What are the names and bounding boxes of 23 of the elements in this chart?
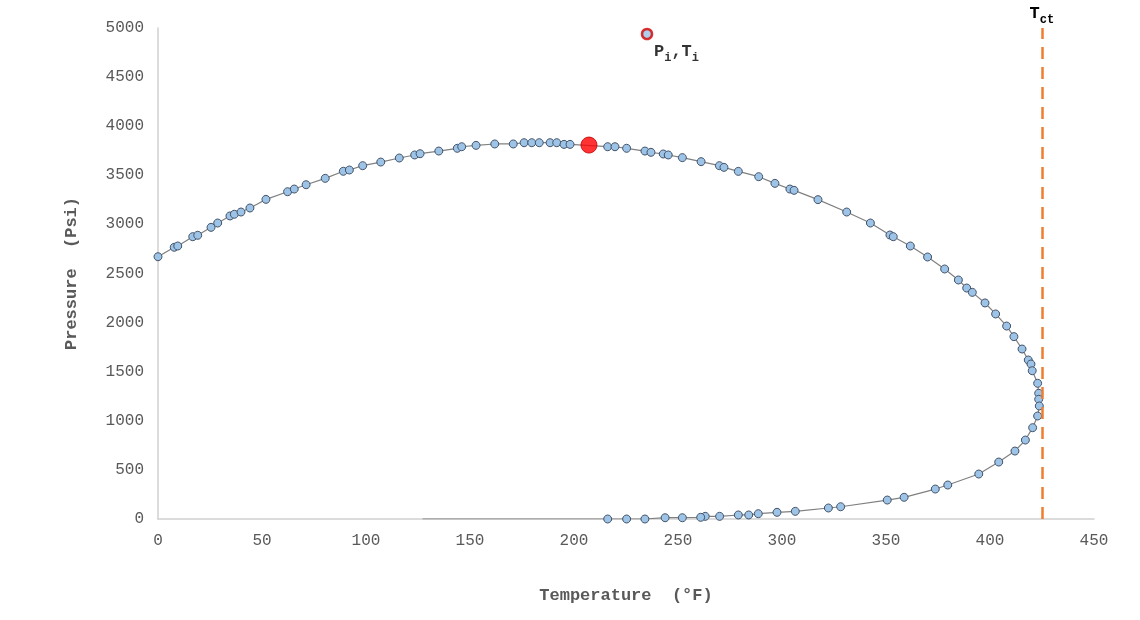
y-axis-title: Pressure (Psi) bbox=[62, 196, 81, 351]
x-tick-label: 300 bbox=[767, 532, 797, 550]
y-tick-label: 1000 bbox=[105, 411, 144, 430]
x-tick-label: 150 bbox=[455, 532, 485, 550]
y-tick-label: 1500 bbox=[105, 362, 144, 381]
y-tick-label: 3000 bbox=[105, 215, 144, 234]
y-tick-label: 2000 bbox=[105, 313, 144, 332]
y-tick-label: 500 bbox=[115, 460, 144, 479]
y-tick-label: 0 bbox=[134, 510, 144, 528]
x-tick-label: 50 bbox=[252, 532, 272, 550]
x-tick-label: 450 bbox=[1079, 532, 1109, 550]
y-tick-label: 4000 bbox=[105, 117, 144, 136]
x-tick-label: 100 bbox=[351, 532, 381, 550]
x-axis-title: Temperature (°F) bbox=[539, 586, 713, 605]
y-tick-label: 3500 bbox=[105, 166, 144, 185]
y-tick-label: 4500 bbox=[105, 68, 144, 87]
x-tick-label: 250 bbox=[663, 532, 693, 550]
y-tick-label: 2500 bbox=[105, 264, 144, 283]
x-tick-label: 400 bbox=[975, 532, 1005, 550]
x-tick-label: 200 bbox=[559, 532, 589, 550]
x-tick-label: 0 bbox=[153, 532, 163, 550]
y-tick-label: 5000 bbox=[105, 19, 144, 37]
x-tick-label: 350 bbox=[871, 532, 901, 550]
